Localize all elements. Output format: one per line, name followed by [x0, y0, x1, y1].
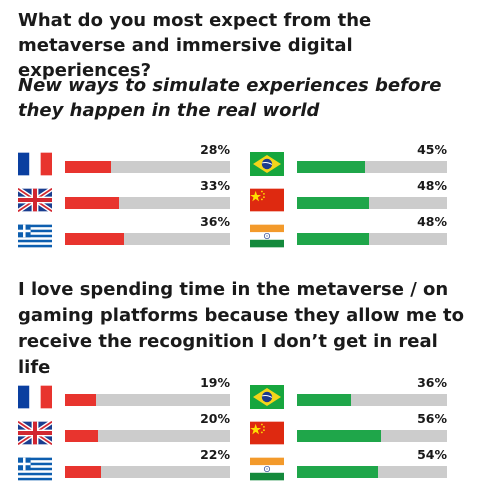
bar — [297, 430, 381, 442]
bar-row-greece: 22% — [18, 448, 230, 482]
bar-row-brazil: 36% — [250, 376, 447, 410]
bar-track — [297, 394, 447, 406]
data-label: 28% — [200, 142, 230, 157]
bar-row-china: 48% — [250, 179, 447, 213]
bar-row-india: 54% — [250, 448, 447, 482]
bar-track — [65, 430, 230, 442]
bar — [65, 394, 97, 406]
bar — [65, 161, 112, 173]
data-label: 22% — [200, 447, 230, 462]
bar-track — [297, 233, 447, 245]
bar — [65, 233, 125, 245]
data-label: 45% — [417, 142, 447, 157]
bar — [297, 161, 365, 173]
bar-row-greece: 36% — [18, 215, 230, 249]
bar-row-france: 19% — [18, 376, 230, 410]
data-label: 56% — [417, 411, 447, 426]
bar-track — [65, 161, 230, 173]
bar — [297, 233, 369, 245]
bar-row-china: 56% — [250, 412, 447, 446]
bar-track — [297, 197, 447, 209]
data-label: 48% — [417, 214, 447, 229]
brazil-flag-icon — [250, 152, 284, 176]
bar-track — [65, 394, 230, 406]
china-flag-icon — [250, 421, 284, 445]
india-flag-icon — [250, 224, 284, 248]
data-label: 20% — [200, 411, 230, 426]
data-label: 48% — [417, 178, 447, 193]
greece-flag-icon — [18, 457, 52, 481]
bar-row-brazil: 45% — [250, 143, 447, 177]
chart-1-title: New ways to simulate experiences before … — [18, 75, 442, 121]
uk-flag-icon — [18, 421, 52, 445]
data-label: 36% — [200, 214, 230, 229]
france-flag-icon — [18, 385, 52, 409]
bar — [65, 197, 120, 209]
data-label: 19% — [200, 375, 230, 390]
bar-track — [297, 466, 447, 478]
france-flag-icon — [18, 152, 52, 176]
bar — [297, 394, 351, 406]
bar — [297, 466, 378, 478]
bar-track — [297, 430, 447, 442]
data-label: 54% — [417, 447, 447, 462]
bar-track — [65, 233, 230, 245]
bar — [65, 466, 102, 478]
china-flag-icon — [250, 188, 284, 212]
greece-flag-icon — [18, 224, 52, 248]
page-title: What do you most expect from the metaver… — [18, 10, 372, 81]
bar — [65, 430, 98, 442]
brazil-flag-icon — [250, 385, 284, 409]
bar-row-united-kingdom: 33% — [18, 179, 230, 213]
bar-track — [297, 161, 447, 173]
bar-row-india: 48% — [250, 215, 447, 249]
bar-row-united-kingdom: 20% — [18, 412, 230, 446]
bar-row-france: 28% — [18, 143, 230, 177]
uk-flag-icon — [18, 188, 52, 212]
bar-track — [65, 197, 230, 209]
bar-track — [65, 466, 230, 478]
india-flag-icon — [250, 457, 284, 481]
data-label: 33% — [200, 178, 230, 193]
bar — [297, 197, 369, 209]
chart-2-title: I love spending time in the metaverse / … — [18, 279, 465, 378]
data-label: 36% — [417, 375, 447, 390]
